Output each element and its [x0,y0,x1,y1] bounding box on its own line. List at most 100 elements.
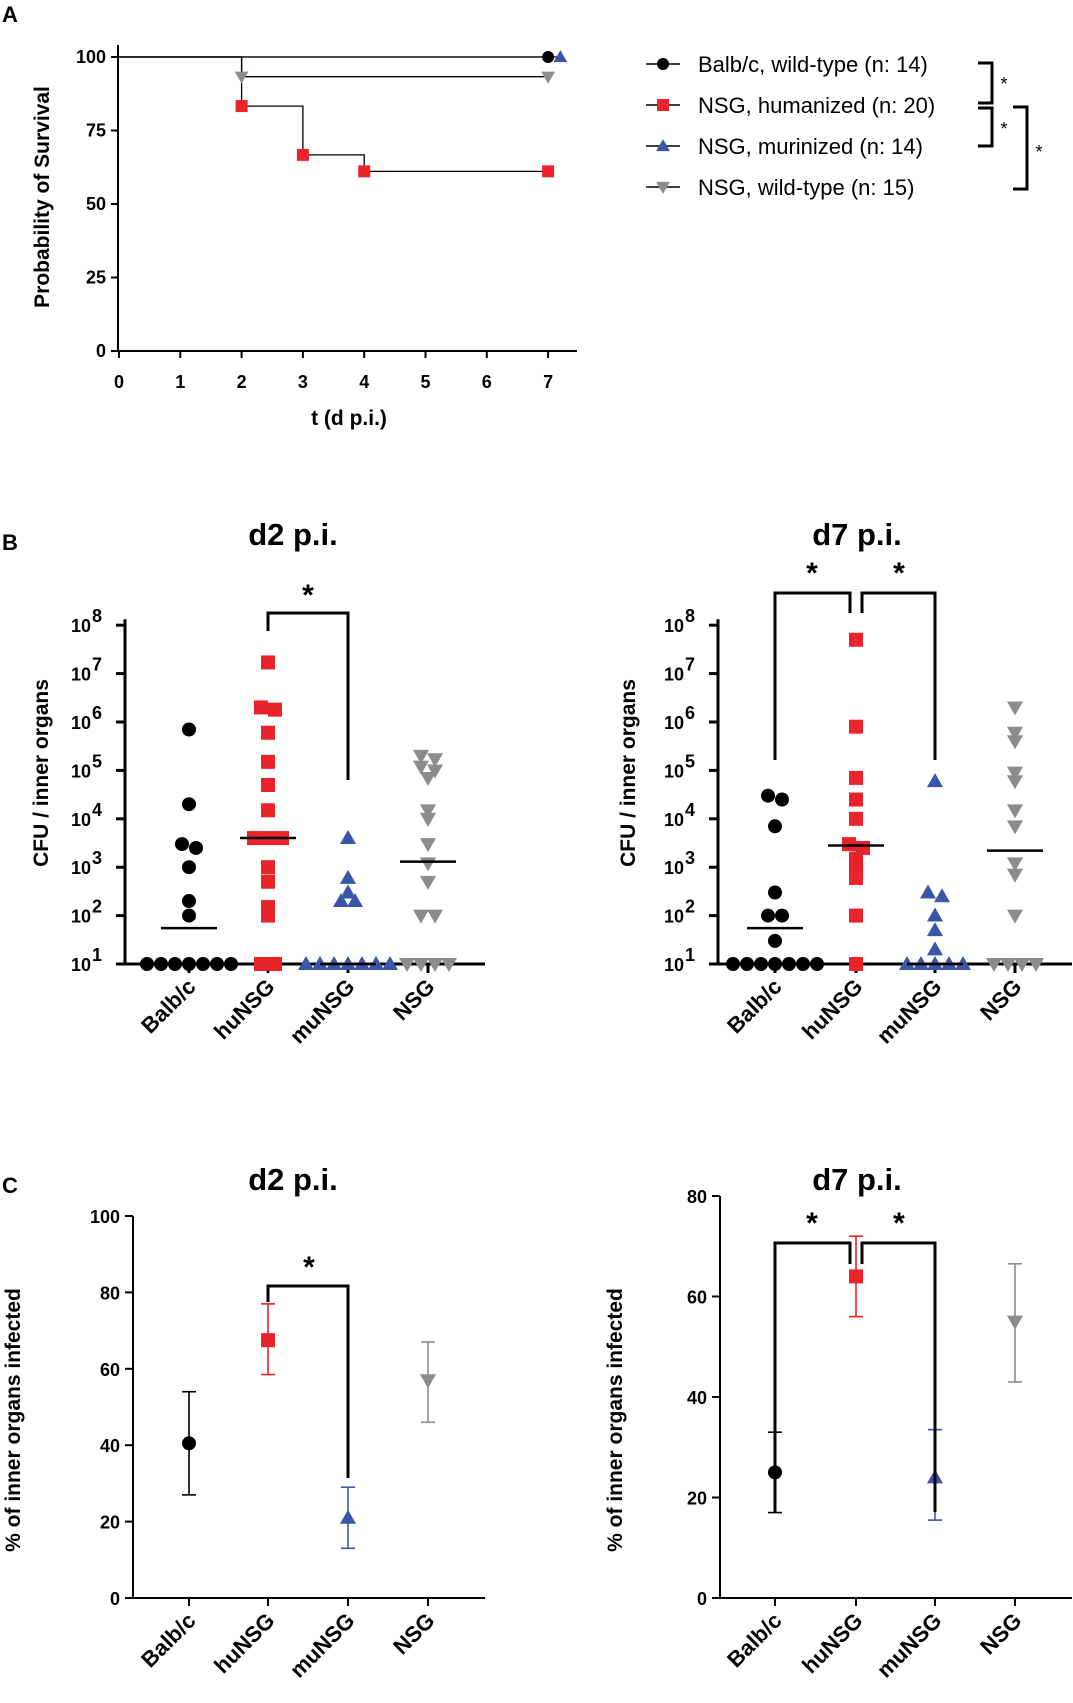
survival-xlabel: t (d p.i.) [311,407,387,430]
C-d2-x-tick-label: huNSG [209,1608,279,1678]
B-d2-point-balbc [182,957,196,971]
C-d2-mean-balbc [182,1436,196,1451]
B-d2-point-balbc [168,957,182,971]
B-d2-y-tick-base: 10 [71,955,91,975]
B-d2-point-balbc [182,908,196,923]
C-d2-x-tick-label: muNSG [285,1608,360,1683]
B-d2-point-NSG [419,857,437,872]
survival-y-tick-label: 100 [76,47,106,67]
legend-marker-balbc [657,58,669,70]
C-d7-sig-bracket [773,1241,852,1512]
survival-chart: Probability of Survival t (d p.i.) 02550… [31,45,1043,430]
B-d7-sig-bracket [773,591,852,760]
sig-bracket-a3 [1013,105,1029,191]
B-d2-point-balbc [210,957,224,971]
cfu-d7-title: d7 p.i. [812,517,902,552]
B-d2-point-balbc [196,957,210,971]
infected-d2-chart: d2 p.i. % of inner organs infected 0 20 40… [2,1162,485,1683]
B-d7-y-tick-base: 10 [664,858,684,878]
B-d7-point-NSG [1013,958,1031,973]
survival-mark-NSG [234,71,249,84]
B-d7-point-NSG [1006,868,1024,883]
B-d7-point-NSG [1006,701,1024,716]
B-d7-point-balbc [740,957,754,971]
B-d7-y-tick-base: 10 [664,665,684,685]
survival-mark-huNSG [542,165,555,178]
sig-bracket-a1 [978,61,994,105]
B-d7-point-balbc [768,819,782,834]
B-d2-point-NSG [419,804,437,819]
B-d7-point-balbc [768,885,782,900]
survival-mark-NSG [541,71,555,84]
B-d2-point-NSG [412,909,430,924]
B-d7-y-tick-exponent: 3 [685,848,695,868]
B-d2-point-balbc [189,840,203,855]
B-d2-point-huNSG [261,777,275,792]
B-d2-point-balbc [182,860,196,875]
B-d7-y-tick-exponent: 4 [685,800,695,820]
B-d2-point-balbc [182,894,196,909]
B-d7-point-huNSG [849,632,863,647]
B-d7-point-balbc [754,957,768,971]
B-d7-x-tick-label: huNSG [797,974,867,1044]
B-d2-point-muNSG [297,955,315,970]
infected-d7-ylabel: % of inner organs infected [604,1288,627,1552]
cfu-d2-title: d2 p.i. [248,517,338,552]
legend-marker-NSG [656,181,670,194]
survival-mark-huNSG [235,100,248,113]
B-d2-y-tick-base: 10 [71,616,91,636]
survival-y-tick-label: 0 [96,341,106,361]
C-d7-mean-NSG [1006,1315,1024,1330]
B-d7-point-muNSG [933,888,951,903]
B-d7-point-huNSG [849,792,863,807]
B-d2-point-huNSG [254,700,268,715]
C-d2-mean-huNSG [261,1333,275,1348]
B-d7-point-NSG [999,958,1017,973]
B-d2-point-huNSG [261,803,275,818]
B-d2-point-balbc [175,837,189,852]
B-d2-x-tick-label: muNSG [285,974,360,1049]
infected-d7-title: d7 p.i. [812,1162,902,1197]
B-d2-point-balbc [182,722,196,737]
C-d2-y-tick-label: 100 [90,1207,120,1227]
B-d2-point-NSG [412,760,430,775]
B-d7-x-tick-label: Balb/c [722,974,786,1038]
C-d2-x-tick-label: Balb/c [136,1608,200,1672]
C-d2-y-tick-label: 0 [110,1589,120,1609]
C-d7-y-tick-label: 0 [697,1589,707,1609]
C-d2-y-tick-label: 40 [100,1436,120,1456]
B-d7-point-NSG [985,958,1003,973]
B-d7-point-NSG [1006,820,1024,835]
B-d7-point-huNSG [849,908,863,923]
C-d7-x-tick-label: Balb/c [722,1608,786,1672]
C-d7-mean-huNSG [849,1269,863,1284]
B-d7-point-huNSG [842,837,856,852]
B-d7-point-balbc [796,957,810,971]
survival-x-tick-label: 3 [298,372,308,392]
B-d7-x-tick-label: muNSG [872,974,947,1049]
survival-x-tick-label: 6 [482,372,492,392]
B-d2-point-NSG [419,771,437,786]
B-d2-y-tick-exponent: 3 [92,848,102,868]
B-d2-point-huNSG [261,655,275,670]
survival-x-tick-label: 1 [175,372,185,392]
C-d7-x-tick-label: muNSG [872,1608,947,1683]
B-d7-y-tick-base: 10 [664,955,684,975]
B-d2-point-muNSG [339,830,357,845]
survival-legend: Balb/c, wild-type (n: 14) NSG, humanized … [646,52,1043,200]
sig-star-a2: * [1000,119,1007,139]
infected-d7-chart: d7 p.i. % of inner organs infected 0 20 40… [604,1162,1072,1683]
survival-x-tick-label: 4 [359,372,369,392]
C-d2-y-tick-label: 60 [100,1360,120,1380]
B-d7-point-NSG [1027,958,1045,973]
B-d7-point-NSG [1006,804,1024,819]
infected-d2-ylabel: % of inner organs infected [2,1288,25,1552]
B-d7-point-NSG [1006,775,1024,790]
B-d7-y-tick-exponent: 5 [685,751,695,771]
cfu-d7-chart: d7 p.i. CFU / inner organs 10 110 210 310 41… [617,517,1072,1049]
C-d7-x-tick-label: NSG [975,1608,1026,1659]
B-d7-point-huNSG [849,770,863,785]
panel-label-a: A [2,2,18,27]
B-d7-point-balbc [775,908,789,923]
